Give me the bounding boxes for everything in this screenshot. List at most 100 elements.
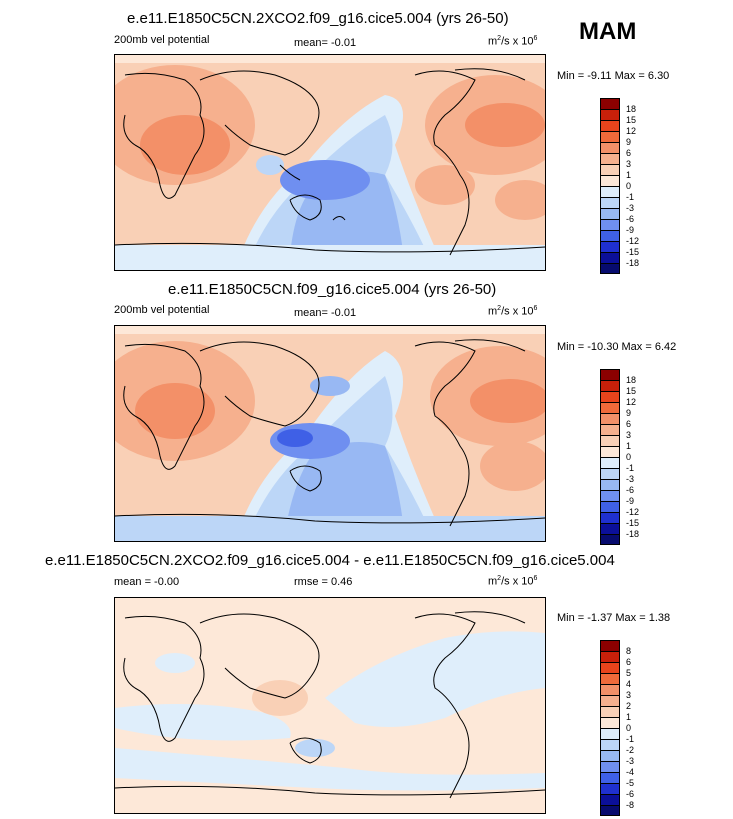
panel-2-colorbar [600,369,620,545]
colorbar-label: -18 [626,529,640,539]
panel-1-title: e.e11.E1850C5CN.2XCO2.f09_g16.cice5.004 … [127,10,509,27]
panel-1-center-label: mean= -0.01 [294,37,357,49]
colorbar-label: 1 [626,441,632,451]
colorbar-swatch [600,380,620,391]
colorbar-label: -9 [626,496,635,506]
colorbar-swatch [600,761,620,772]
colorbar-label: 6 [626,419,632,429]
colorbar-swatch [600,230,620,241]
colorbar-label: -1 [626,192,635,202]
colorbar-label: -4 [626,767,635,777]
panel-1-map [114,54,546,271]
colorbar-swatch [600,219,620,230]
colorbar-label: -12 [626,236,640,246]
colorbar-label: -8 [626,800,635,810]
colorbar-label: -6 [626,214,635,224]
colorbar-label: 15 [626,386,637,396]
colorbar-label: 8 [626,646,632,656]
colorbar-swatch [600,402,620,413]
colorbar-label: 15 [626,115,637,125]
colorbar-swatch [600,391,620,402]
colorbar-label: 3 [626,159,632,169]
colorbar-swatch [600,424,620,435]
colorbar-swatch [600,131,620,142]
colorbar-swatch [600,197,620,208]
colorbar-swatch [600,435,620,446]
panel-1-colorbar [600,98,620,274]
colorbar-swatch [600,662,620,673]
colorbar-label: 1 [626,712,632,722]
colorbar-swatch [600,728,620,739]
colorbar-label: 0 [626,723,632,733]
panel-3-minmax: Min = -1.37 Max = 1.38 [557,612,671,624]
colorbar-swatch [600,142,620,153]
colorbar-label: 1 [626,170,632,180]
colorbar-swatch [600,263,620,274]
panel-3-colorbar [600,640,620,816]
colorbar-label: 3 [626,430,632,440]
colorbar-swatch [600,369,620,380]
panel-2-title: e.e11.E1850C5CN.f09_g16.cice5.004 (yrs 2… [168,281,497,298]
panel-3-units: m2/s x 106 [488,575,538,588]
colorbar-label: -15 [626,247,640,257]
colorbar-swatch [600,175,620,186]
colorbar-swatch [600,109,620,120]
colorbar-label: -9 [626,225,635,235]
colorbar-swatch [600,153,620,164]
panel-1-left-label: 200mb vel potential [114,34,210,46]
colorbar-swatch [600,208,620,219]
colorbar-swatch [600,772,620,783]
colorbar-label: -3 [626,474,635,484]
colorbar-label: -15 [626,518,640,528]
colorbar-swatch [600,120,620,131]
colorbar-swatch [600,186,620,197]
panel-3-title: e.e11.E1850C5CN.2XCO2.f09_g16.cice5.004 … [45,552,615,569]
colorbar-swatch [600,252,620,263]
panel-3-center-label: rmse = 0.46 [294,576,353,588]
panel-2-units: m2/s x 106 [488,305,538,318]
colorbar-swatch [600,673,620,684]
colorbar-label: 0 [626,452,632,462]
colorbar-label: 5 [626,668,632,678]
colorbar-label: -6 [626,485,635,495]
colorbar-swatch [600,783,620,794]
colorbar-swatch [600,457,620,468]
colorbar-swatch [600,490,620,501]
colorbar-swatch [600,523,620,534]
colorbar-swatch [600,684,620,695]
colorbar-swatch [600,805,620,816]
panel-2-left-label: 200mb vel potential [114,304,210,316]
colorbar-label: 9 [626,408,632,418]
colorbar-label: -3 [626,756,635,766]
colorbar-swatch [600,534,620,545]
colorbar-label: 9 [626,137,632,147]
colorbar-label: 6 [626,657,632,667]
panel-2-center-label: mean= -0.01 [294,307,357,319]
panel-3-map [114,597,546,814]
colorbar-label: 3 [626,690,632,700]
colorbar-label: 12 [626,397,637,407]
colorbar-label: -18 [626,258,640,268]
colorbar-swatch [600,98,620,109]
colorbar-label: 4 [626,679,632,689]
colorbar-swatch [600,739,620,750]
colorbar-swatch [600,241,620,252]
colorbar-label: 18 [626,375,637,385]
colorbar-swatch [600,750,620,761]
colorbar-label: 12 [626,126,637,136]
colorbar-swatch [600,794,620,805]
colorbar-label: 2 [626,701,632,711]
colorbar-swatch [600,717,620,728]
colorbar-swatch [600,640,620,651]
colorbar-swatch [600,651,620,662]
panel-1-units: m2/s x 106 [488,35,538,48]
colorbar-label: 0 [626,181,632,191]
colorbar-label: -1 [626,734,635,744]
colorbar-label: 6 [626,148,632,158]
colorbar-swatch [600,706,620,717]
colorbar-swatch [600,164,620,175]
colorbar-swatch [600,512,620,523]
colorbar-label: -6 [626,789,635,799]
colorbar-swatch [600,468,620,479]
colorbar-swatch [600,446,620,457]
